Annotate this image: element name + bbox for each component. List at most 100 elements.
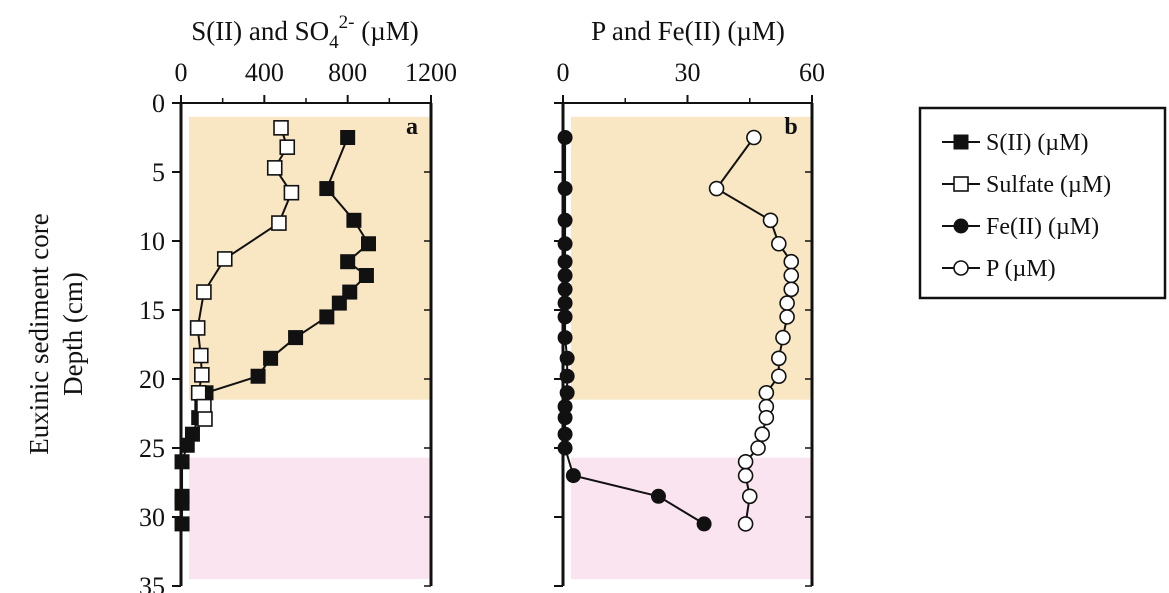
legend: S(II) (µM) Sulfate (µM) Fe(II) (µM) P (µM) [918,106,1167,300]
legend-marker [953,134,969,150]
point-sulfate [279,139,296,155]
y-axis-label: Euxinic sediment core Depth (cm) [24,213,88,454]
y-tick-label: 10 [139,227,165,256]
panel-a-title: S(II) and SO42- (µM) [191,12,419,53]
y-axis-label-line1: Euxinic sediment core [24,213,54,454]
legend-entry: Fe(II) (µM) [986,214,1099,240]
point-s(ii) [179,437,195,453]
point-p [779,309,795,325]
x-tick-label: 60 [799,58,825,87]
y-tick-label: 15 [139,296,165,325]
point-s(ii) [319,309,335,325]
panel-b-series [557,129,800,532]
point-p [783,281,800,298]
point-p [737,453,754,470]
point-s(ii) [346,212,362,228]
point-s(ii) [263,350,279,366]
legend-marker [953,260,969,276]
legend-marker [953,176,969,192]
point-p [779,295,795,311]
point-p [741,488,758,505]
panel-b-title: P and Fe(II) (µM) [591,16,785,46]
point-p [758,409,775,426]
x-tick-label: 0 [175,58,188,87]
point-sulfate [194,367,210,383]
panel-b-x-ticks: 0 30 60 [557,58,825,103]
point-p [783,253,800,270]
point-s(ii) [288,330,304,346]
point-fe(ii) [557,330,573,346]
point-fe(ii) [557,268,573,283]
point-sulfate [197,411,213,427]
point-p [775,329,791,346]
point-sulfate [196,284,212,300]
point-fe(ii) [557,426,573,442]
panel-a-x-ticks: 0 400 800 1200 [175,58,457,103]
legend-entry: S(II) (µM) [986,130,1088,156]
point-fe(ii) [557,212,573,228]
point-p [770,235,787,252]
zone-bands [189,116,812,580]
y-tick-label: 35 [139,572,165,593]
point-fe(ii) [557,181,573,197]
x-tick-label: 800 [328,58,367,87]
legend-marker [953,218,969,234]
band-1-panel-1 [571,457,812,580]
band-0-panel-1 [571,116,812,400]
point-sulfate [190,384,207,401]
point-fe(ii) [557,440,573,456]
point-p [770,350,787,367]
point-p [754,426,771,443]
point-sulfate [189,320,206,336]
point-p [758,384,775,401]
point-sulfate [273,120,289,136]
point-fe(ii) [557,410,573,426]
point-p [746,129,762,146]
point-p [770,368,787,385]
panel-b-letter: b [784,114,797,140]
point-p [737,516,754,532]
point-p [737,467,754,484]
band-1-panel-0 [189,457,431,580]
point-p [708,180,725,197]
x-tick-label: 0 [557,58,570,87]
point-sulfate [216,251,233,267]
point-fe(ii) [557,309,573,325]
point-p [783,267,800,284]
point-fe(ii) [557,254,573,270]
point-s(ii) [340,130,356,145]
point-fe(ii) [557,130,573,145]
point-p [750,440,766,456]
y-tick-label: 30 [139,503,165,532]
x-tick-label: 400 [245,58,284,87]
panel-b: P and Fe(II) (µM) 0 30 60 b [554,16,825,587]
y-axis-label-line2: Depth (cm) [58,272,88,396]
point-p [762,212,779,229]
point-sulfate [271,215,287,231]
point-fe(ii) [557,281,573,297]
point-fe(ii) [650,488,666,504]
point-sulfate [283,184,300,201]
panel-a: S(II) and SO42- (µM) 0 400 800 1200 0 5 10 15 2… [139,12,457,593]
y-tick-label: 5 [152,158,165,187]
point-sulfate [266,160,283,176]
y-tick-label: 0 [152,89,165,118]
legend-entry: Sulfate (µM) [986,172,1111,198]
y-tick-label: 20 [139,365,165,394]
point-fe(ii) [557,236,573,252]
point-sulfate [192,347,209,364]
x-tick-label: 30 [675,58,701,87]
point-fe(ii) [696,516,712,532]
point-s(ii) [250,368,266,384]
legend-entry: P (µM) [986,256,1056,282]
point-s(ii) [319,181,335,197]
point-fe(ii) [565,468,581,484]
y-tick-label: 25 [139,434,165,463]
point-fe(ii) [557,295,573,311]
point-s(ii) [331,295,347,311]
point-s(ii) [340,254,356,270]
point-fe(ii) [557,399,573,415]
x-tick-label: 1200 [405,58,457,87]
panel-a-letter: a [406,114,418,140]
